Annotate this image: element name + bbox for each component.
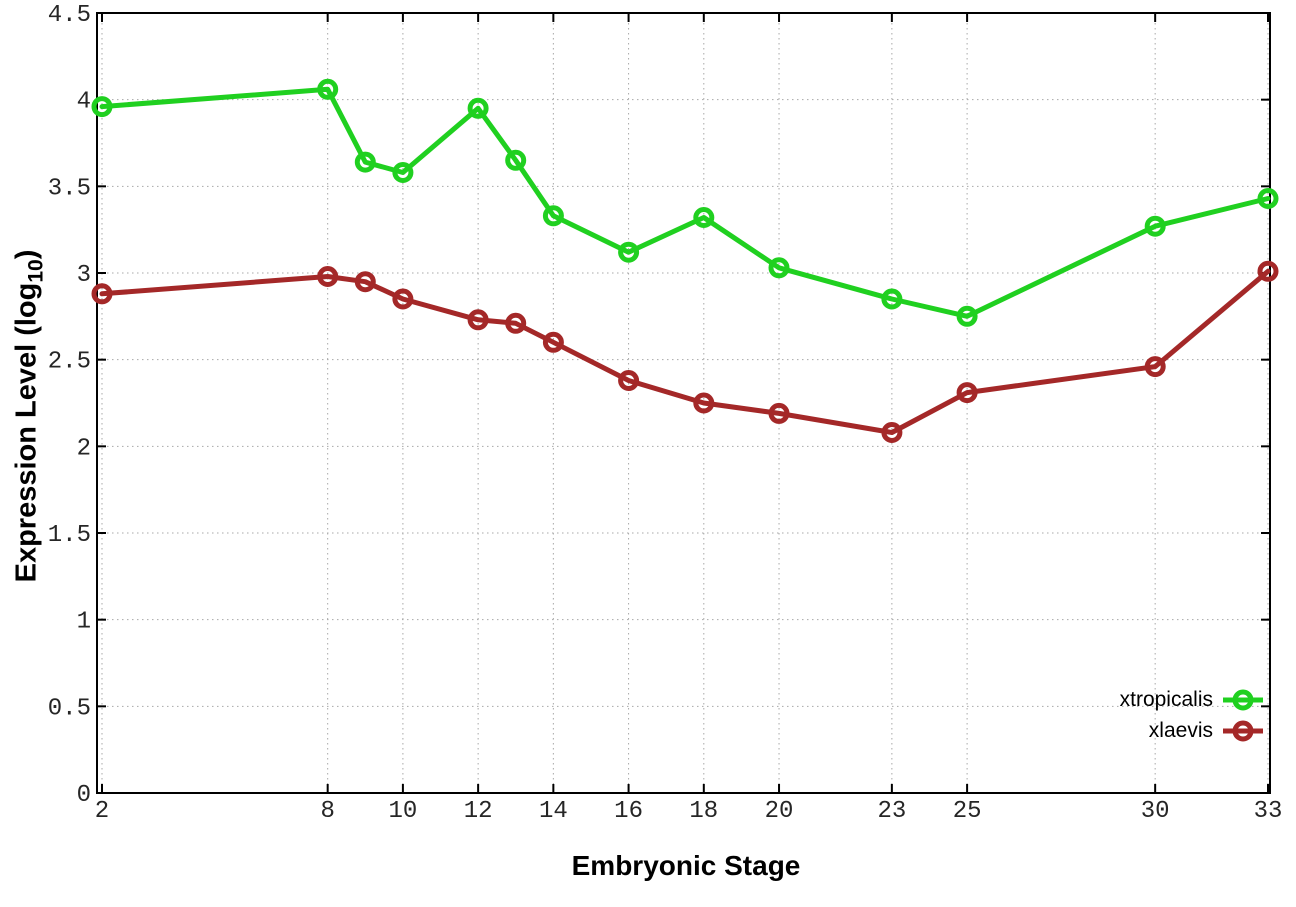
legend: xtropicalis xlaevis xyxy=(1120,684,1264,746)
x-tick-label: 33 xyxy=(1254,798,1283,825)
x-tick-label: 8 xyxy=(320,798,334,825)
y-tick-label: 1.5 xyxy=(48,522,91,549)
x-axis-title: Embryonic Stage xyxy=(571,850,801,881)
data-point-xlaevis xyxy=(768,402,790,424)
data-point-xlaevis xyxy=(1257,260,1279,282)
data-point-xlaevis xyxy=(881,422,903,443)
data-point-xlaevis xyxy=(956,382,978,404)
data-point-xtropicalis xyxy=(1257,188,1279,209)
y-axis-title: Expression Level (log10) xyxy=(10,249,48,583)
data-point-xtropicalis xyxy=(392,162,414,183)
data-point-xlaevis xyxy=(91,283,113,305)
data-point-xtropicalis xyxy=(505,149,527,171)
y-tick-label: 3 xyxy=(77,262,91,289)
legend-item-xlaevis: xlaevis xyxy=(1149,715,1264,746)
x-tick-label: 16 xyxy=(614,798,643,825)
y-tick-label: 0.5 xyxy=(48,695,91,722)
data-point-xtropicalis xyxy=(467,97,489,119)
data-point-xtropicalis xyxy=(1144,215,1166,237)
data-point-xtropicalis xyxy=(693,207,715,228)
y-axis-title-text: Expression Level (log xyxy=(10,282,43,583)
data-point-xtropicalis xyxy=(956,305,978,327)
x-tick-label: 25 xyxy=(953,798,982,825)
x-tick-label: 14 xyxy=(539,798,568,825)
data-point-xtropicalis xyxy=(768,257,790,279)
y-tick-label: 0 xyxy=(77,782,91,809)
y-tick-label: 2.5 xyxy=(48,349,91,376)
series-line-xlaevis xyxy=(99,268,1271,435)
data-point-xlaevis xyxy=(1144,356,1166,378)
data-point-xtropicalis xyxy=(317,78,339,100)
plot-border xyxy=(96,12,1271,794)
legend-marker-xlaevis xyxy=(1223,720,1263,741)
data-point-xlaevis xyxy=(467,309,489,331)
legend-label-xlaevis: xlaevis xyxy=(1148,719,1213,742)
y-axis-title-subscript: 10 xyxy=(24,259,48,283)
data-point-xlaevis xyxy=(317,266,339,287)
x-tick-label: 20 xyxy=(765,798,794,825)
y-axis-title-close: ) xyxy=(10,249,43,260)
data-point-xlaevis xyxy=(542,331,564,353)
data-point-xtropicalis xyxy=(881,288,903,310)
data-point-xtropicalis xyxy=(542,205,564,227)
data-point-xlaevis xyxy=(618,370,640,391)
y-tick-label: 2 xyxy=(77,435,91,462)
data-point-xtropicalis xyxy=(91,96,113,118)
data-point-xlaevis xyxy=(392,288,414,310)
x-tick-label: 30 xyxy=(1141,798,1170,825)
legend-marker-xtropicalis xyxy=(1223,689,1263,710)
data-point-xlaevis xyxy=(693,392,715,414)
x-tick-label: 12 xyxy=(464,798,493,825)
data-point-xlaevis xyxy=(505,312,527,334)
y-tick-label: 1 xyxy=(77,609,91,636)
y-tick-label: 4 xyxy=(77,89,91,116)
x-tick-label: 23 xyxy=(877,798,906,825)
x-tick-label: 10 xyxy=(388,798,417,825)
x-tick-label: 2 xyxy=(95,798,109,825)
x-tick-label: 18 xyxy=(689,798,718,825)
legend-label-xtropicalis: xtropicalis xyxy=(1119,688,1213,711)
data-point-xtropicalis xyxy=(354,151,376,173)
data-point-xlaevis xyxy=(354,271,376,293)
y-tick-label: 4.5 xyxy=(48,2,91,29)
data-point-xtropicalis xyxy=(618,241,640,263)
y-tick-label: 3.5 xyxy=(48,175,91,202)
legend-item-xtropicalis: xtropicalis xyxy=(1120,684,1264,715)
